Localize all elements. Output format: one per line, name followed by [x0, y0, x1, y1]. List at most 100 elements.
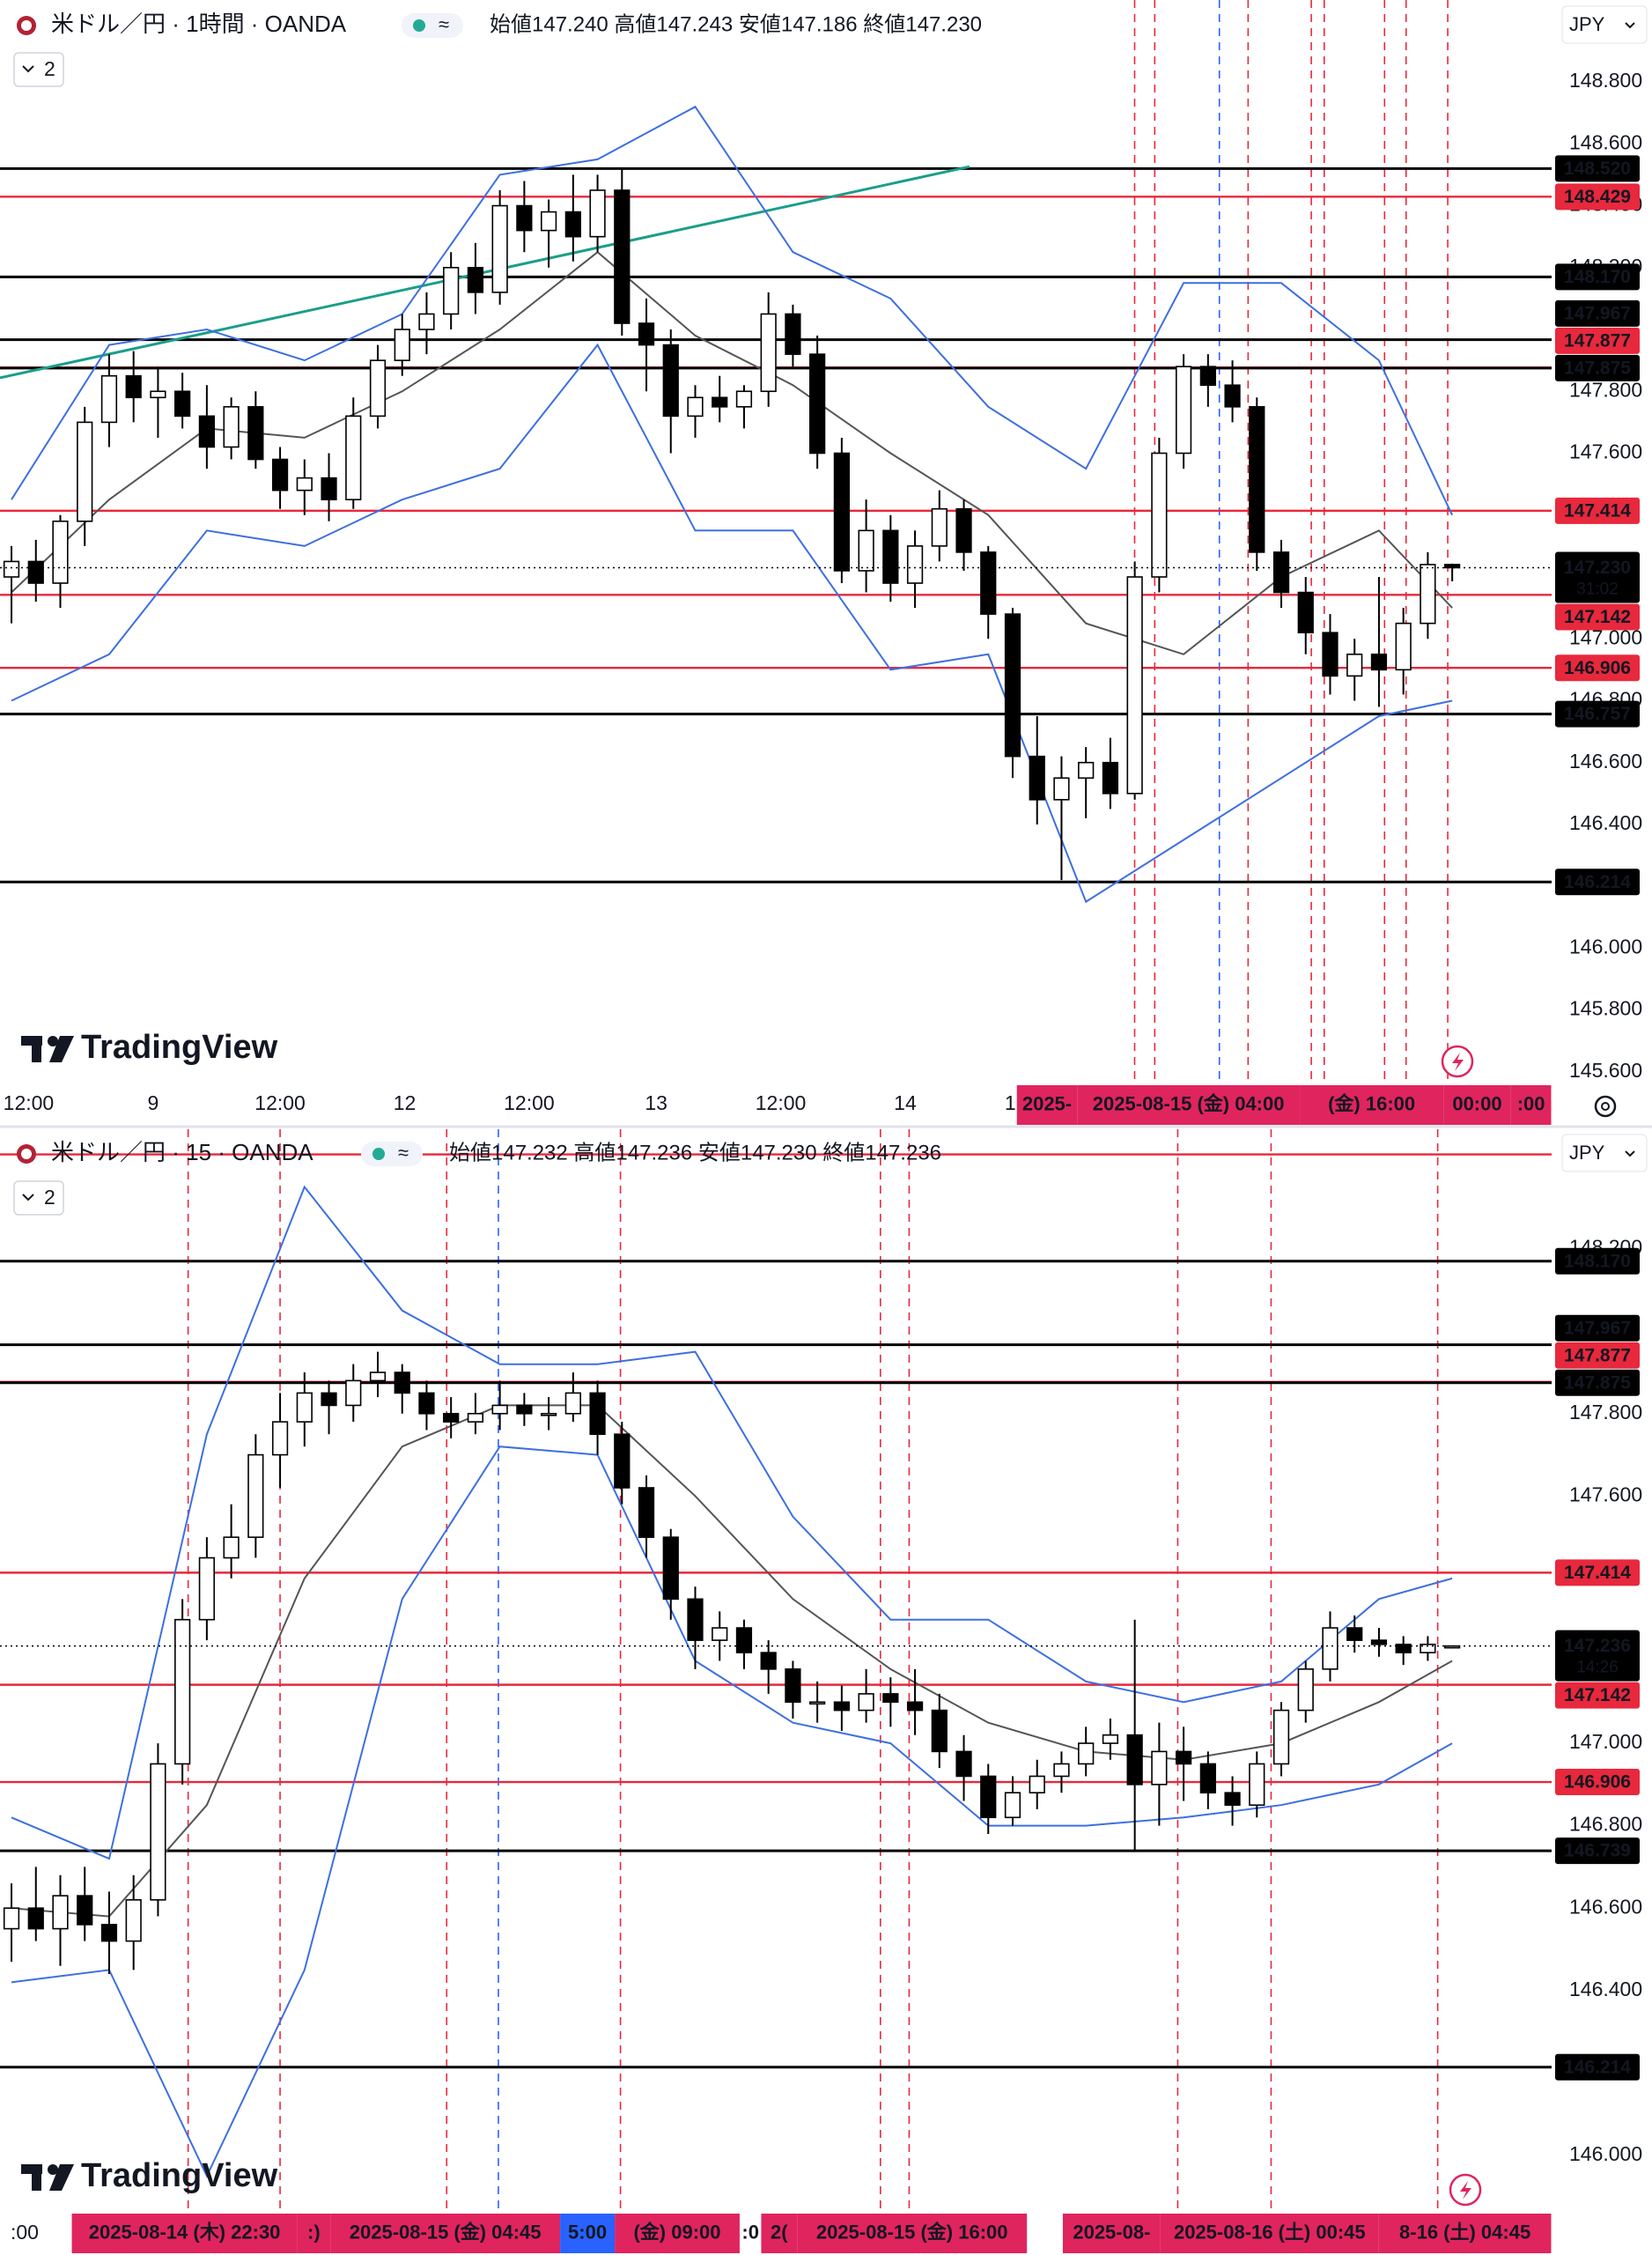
level-label-box	[1555, 299, 1640, 327]
time-marker-box	[1016, 1085, 1078, 1125]
candle-body	[1053, 1763, 1070, 1778]
logo-text: TradingView	[81, 1029, 278, 1066]
y-tick-label: 147.000	[1569, 1730, 1642, 1753]
x-tick-label: 14	[894, 1091, 917, 1114]
time-marker-box	[71, 2214, 298, 2253]
candle-body	[296, 477, 313, 492]
candle-body	[540, 1413, 557, 1416]
candle-body	[1395, 1643, 1412, 1653]
time-marker: 2025-08-15 (金) 04:00	[1093, 1092, 1285, 1114]
candle-body	[1444, 1645, 1461, 1649]
candle-body	[516, 1404, 533, 1415]
level-label-box	[1555, 354, 1640, 381]
time-marker-box	[797, 2214, 1028, 2253]
candle-body	[1395, 622, 1412, 671]
candle-body	[491, 1404, 508, 1415]
candle-body	[1224, 384, 1241, 408]
candle-body	[833, 452, 850, 572]
y-tick-label: 147.600	[1569, 1482, 1642, 1505]
candle-body	[1346, 653, 1363, 677]
logo-mark	[48, 1036, 58, 1046]
currency-select[interactable]	[1561, 5, 1648, 44]
indicator-toggle[interactable]	[13, 1180, 64, 1216]
chevron	[1625, 1150, 1635, 1157]
candle-body	[980, 551, 997, 615]
candle-body	[906, 1701, 924, 1712]
candle-body	[125, 374, 142, 399]
candle-body	[1346, 1627, 1363, 1641]
candle-body	[614, 1433, 631, 1489]
settings-icon[interactable]	[1594, 1095, 1617, 1118]
time-marker-box	[297, 2214, 331, 2253]
status-sign: ≈	[398, 1142, 409, 1164]
candle-body	[467, 1413, 484, 1423]
logo-mark	[32, 1036, 41, 1062]
candle-body	[516, 204, 533, 232]
candle-body	[77, 421, 93, 522]
symbol-name: 米ドル／円 · 1時間 · OANDA	[51, 11, 347, 37]
time-marker-box	[330, 2214, 561, 2253]
time-marker: 00:00	[1452, 1092, 1501, 1114]
y-tick-label: 145.600	[1569, 1059, 1642, 1082]
candle-body	[1151, 1750, 1168, 1786]
last-price-box	[1555, 551, 1640, 603]
candle-body	[1370, 653, 1388, 671]
time-marker: 2025-08-16 (土) 00:45	[1174, 2221, 1366, 2243]
logo-mark	[32, 2164, 41, 2191]
candle-body	[589, 1392, 606, 1435]
chevron	[22, 1194, 34, 1201]
y-tick-label: 146.400	[1569, 1978, 1642, 2000]
candle-body	[589, 189, 606, 238]
level-label: 147.414	[1564, 1563, 1631, 1583]
time-marker: (金) 16:00	[1328, 1092, 1415, 1114]
x-tick-label: 12	[394, 1091, 417, 1114]
candle-body	[662, 1536, 679, 1601]
level-label-box	[1555, 183, 1640, 211]
time-marker: 2025-08-14 (木) 22:30	[89, 2221, 281, 2243]
x-tick-label: 1	[1005, 1091, 1016, 1114]
logo-mark	[48, 2164, 58, 2175]
symbol-name: 米ドル／円 · 15 · OANDA	[51, 1139, 313, 1165]
y-tick-label: 146.600	[1569, 750, 1642, 773]
level-label: 146.906	[1564, 658, 1631, 678]
candle-body	[100, 1924, 118, 1942]
candle-body	[1322, 632, 1339, 677]
candle-body	[1175, 1750, 1192, 1765]
status-dot	[372, 1148, 385, 1160]
logo-mark	[49, 2164, 74, 2191]
candle-body	[1102, 1734, 1119, 1744]
candle-body	[735, 1627, 753, 1653]
candle-body	[27, 560, 44, 584]
currency-select[interactable]	[1561, 1134, 1648, 1172]
level-label-box	[1555, 327, 1640, 354]
level-label: 146.214	[1564, 2057, 1631, 2077]
candle-body	[467, 266, 484, 293]
level-label-box	[1555, 263, 1640, 291]
level-label-box	[1555, 1559, 1640, 1586]
level-label-box	[1555, 700, 1640, 728]
y-tick-label: 148.600	[1569, 130, 1642, 153]
level-label-box	[1555, 869, 1640, 896]
countdown: 31:02	[1576, 580, 1619, 598]
candle-body	[1370, 1639, 1388, 1645]
candle-body	[321, 477, 337, 500]
y-tick-label: 146.600	[1569, 1895, 1642, 1918]
y-tick-label: 148.800	[1569, 69, 1642, 92]
last-price-label: 147.236	[1564, 1636, 1631, 1656]
candle-body	[1420, 564, 1436, 625]
candle-body	[345, 1379, 362, 1407]
time-marker-box	[1160, 2214, 1379, 2253]
indicator-toggle[interactable]	[13, 52, 64, 87]
ohlc-values: 始値147.232 高値147.236 安値147.230 終値147.236	[449, 1141, 941, 1164]
x-tick-label: :00	[11, 2221, 39, 2244]
candle-body	[955, 1750, 972, 1778]
level-label: 146.739	[1564, 1841, 1631, 1861]
level-label-box	[1555, 1247, 1640, 1275]
y-tick-label: 146.000	[1569, 2142, 1642, 2165]
symbol-flag-inner	[21, 1149, 32, 1159]
candle-body	[809, 353, 826, 455]
level-label: 146.906	[1564, 1772, 1631, 1793]
candle-body	[614, 189, 631, 324]
